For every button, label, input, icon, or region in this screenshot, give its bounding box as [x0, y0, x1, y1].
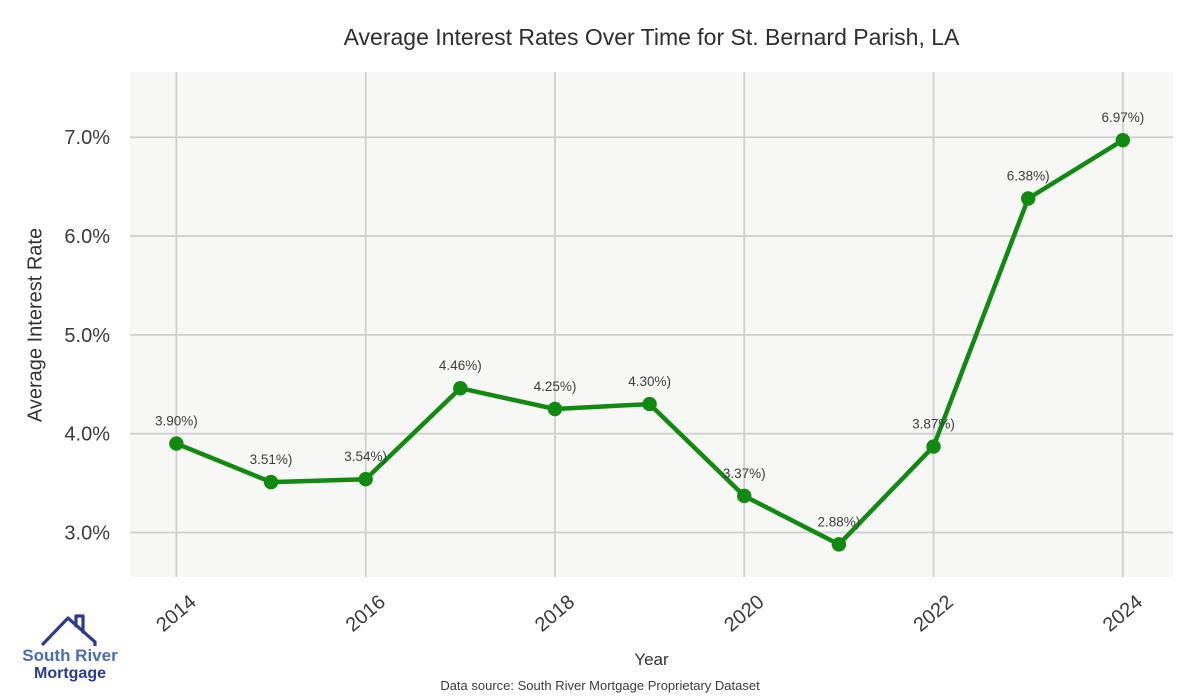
- logo-text-mortgage: Mortgage: [34, 664, 106, 682]
- data-point-label: 3.37%): [723, 466, 766, 481]
- data-point: [547, 401, 563, 417]
- data-point-label: 6.38%): [1007, 168, 1050, 183]
- house-icon: [41, 614, 97, 646]
- logo-text-south-river: South River: [22, 646, 118, 665]
- data-point: [453, 381, 468, 396]
- x-tick-label: 2018: [531, 591, 579, 636]
- data-point-label: 3.54%): [344, 449, 387, 464]
- data-point-label: 6.97%): [1101, 110, 1144, 125]
- data-point: [1020, 191, 1036, 206]
- x-tick-label: 2024: [1099, 591, 1147, 636]
- y-tick-label: 3.0%: [64, 523, 110, 545]
- x-tick-label: 2014: [152, 591, 200, 636]
- data-point-label: 4.46%): [439, 358, 482, 373]
- y-tick-label: 5.0%: [64, 325, 110, 347]
- data-point-label: 3.87%): [912, 417, 955, 432]
- data-point: [642, 396, 657, 412]
- data-point-label: 2.88%): [818, 514, 861, 529]
- data-point: [737, 488, 752, 504]
- south-river-mortgage-logo: South River Mortgage: [14, 612, 126, 682]
- data-point: [1115, 132, 1131, 148]
- data-point: [263, 474, 279, 490]
- data-point-label: 3.51%): [250, 452, 293, 467]
- data-point-label: 4.25%): [534, 379, 577, 394]
- data-point: [169, 436, 184, 451]
- x-tick-label: 2020: [720, 591, 768, 636]
- x-axis-title: Year: [634, 650, 669, 669]
- data-point: [926, 439, 941, 454]
- data-point: [831, 537, 847, 552]
- data-point: [358, 471, 373, 487]
- chart-title: Average Interest Rates Over Time for St.…: [343, 24, 960, 50]
- y-tick-label: 7.0%: [64, 127, 110, 149]
- data-point-label: 3.90%): [155, 414, 198, 429]
- plot-panel: [130, 72, 1173, 577]
- x-tick-label: 2022: [910, 591, 958, 636]
- y-tick-label: 6.0%: [64, 226, 110, 248]
- data-source-note: Data source: South River Mortgage Propri…: [440, 678, 760, 693]
- y-tick-label: 4.0%: [64, 424, 110, 446]
- data-point-label: 4.30%): [628, 374, 671, 389]
- x-tick-label: 2016: [342, 591, 390, 636]
